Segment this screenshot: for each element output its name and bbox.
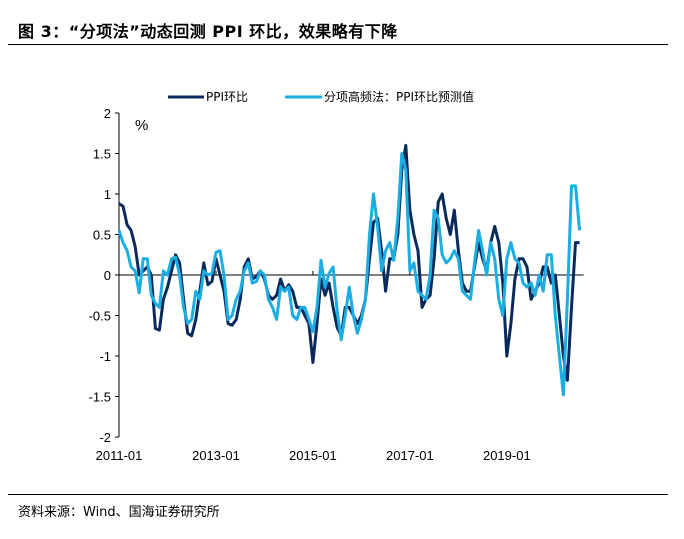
y-tick-label: 0: [104, 268, 111, 283]
footer-divider: [8, 494, 668, 495]
legend-label-forecast: 分项高频法：PPI环比预测值: [324, 89, 474, 104]
y-tick-label: -1.5: [89, 390, 111, 405]
x-tick-label: 2015-01: [289, 448, 337, 463]
forecast-series-line: [117, 152, 582, 397]
x-tick-label: 2011-01: [96, 448, 143, 463]
y-unit-label: %: [135, 117, 148, 134]
source-note: 资料来源：Wind、国海证券研究所: [18, 505, 220, 520]
x-tick-label: 2017-01: [386, 448, 434, 463]
figure-title: 图 3：“分项法”动态回测 PPI 环比，效果略有下降: [18, 22, 398, 41]
legend: PPI环比 分项高频法：PPI环比预测值: [168, 89, 474, 104]
ppi-series-line: [118, 143, 580, 382]
y-tick-label: -1: [99, 349, 111, 364]
y-tick-label: -0.5: [89, 309, 111, 324]
y-tick-label: 0.5: [93, 228, 111, 243]
title-divider: [8, 44, 668, 45]
y-tick-label: 1: [104, 187, 111, 202]
x-tick-label: 2013-01: [192, 448, 240, 463]
y-tick-label: 2: [104, 106, 111, 121]
x-tick-label: 2019-01: [483, 448, 531, 463]
y-tick-label: 1.5: [93, 147, 111, 162]
y-tick-label: -2: [99, 430, 111, 445]
legend-label-ppi: PPI环比: [206, 90, 248, 104]
